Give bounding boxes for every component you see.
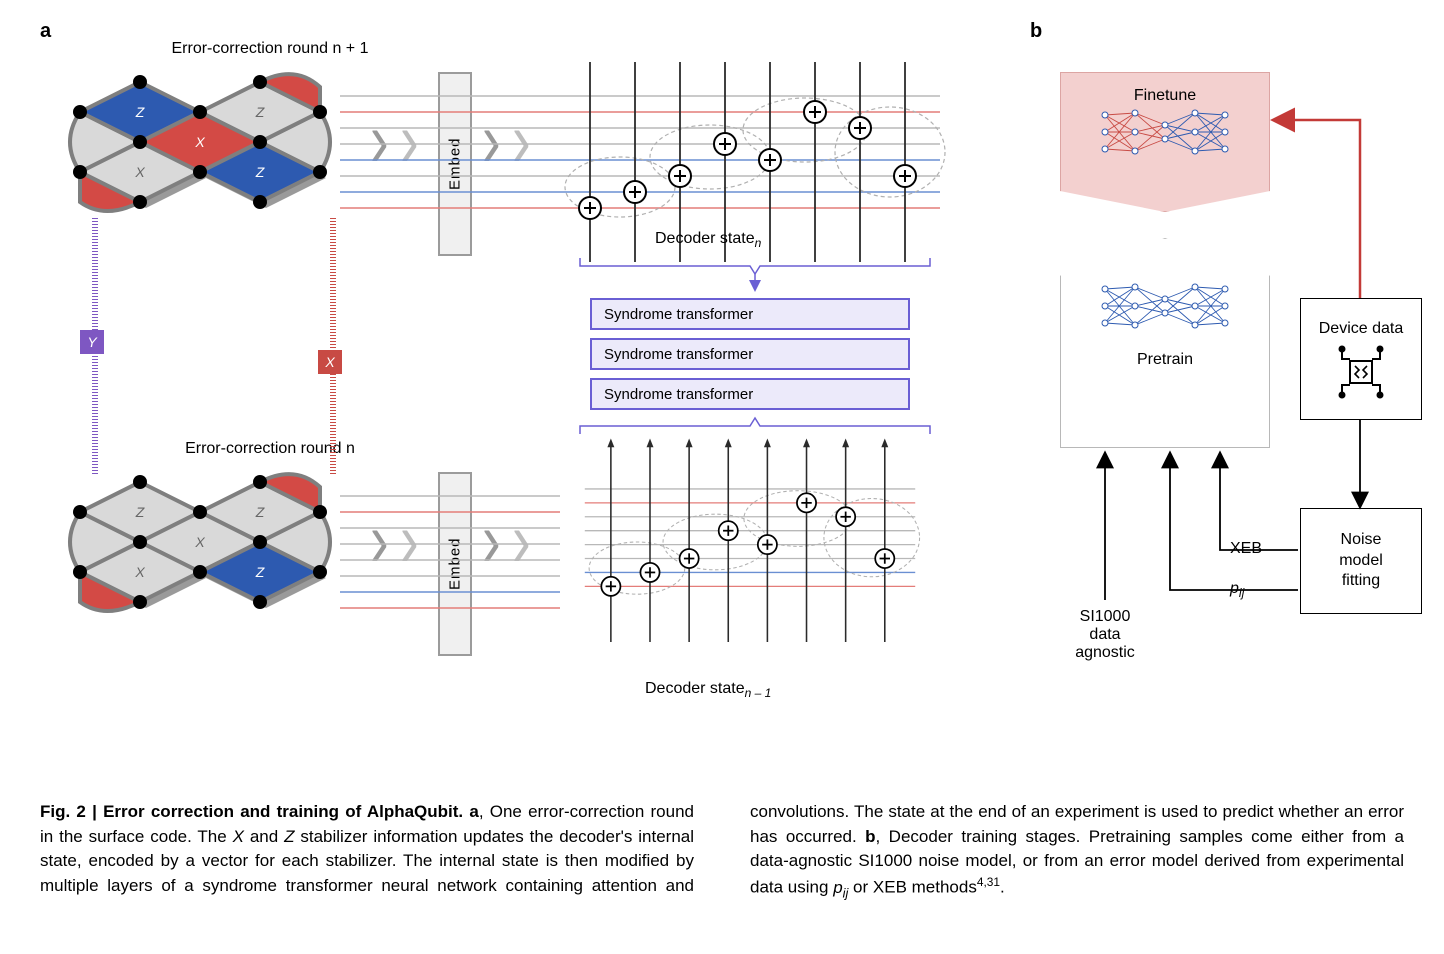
panel-label-a: a [40,20,51,43]
surface-code-upper: Z X Z X Z [70,72,350,242]
svg-text:X: X [134,164,145,180]
decoder-grid-lower [560,442,940,642]
svg-text:Z: Z [255,504,265,520]
decoder-grid-upper [560,52,940,252]
svg-text:X: X [194,134,205,150]
si1000-label: SI1000 data agnostic [1065,608,1145,662]
caption-b-label: b [865,827,875,846]
caption-refs: 4,31 [977,875,1000,889]
caption-Z: Z [284,827,294,846]
bracket-upper [580,258,930,278]
round-label-lower: Error-correction round n [120,440,420,458]
x-connector [328,218,338,476]
round-label-upper: Error-correction round n + 1 [120,40,420,58]
syndrome-transformer-2: Syndrome transformer [590,338,910,370]
decoder-state-label-lower: Decoder staten – 1 [645,680,771,700]
caption-b2: or XEB methods [848,878,977,897]
caption-and: and [244,827,284,846]
xeb-label: XEB [1230,540,1262,558]
caption-lead: Fig. 2 | Error correction and training o… [40,802,479,821]
caption-period: . [1000,878,1005,897]
panel-label-b: b [1030,20,1042,43]
caption-pij: pij [833,878,848,897]
svg-text:Z: Z [255,564,265,580]
syndrome-transformer-1: Syndrome transformer [590,298,910,330]
y-badge: Y [80,330,104,354]
lower-lines [340,478,560,628]
svg-text:X: X [194,534,205,550]
svg-text:Z: Z [255,164,265,180]
syndrome-transformer-3: Syndrome transformer [590,378,910,410]
figure-caption: Fig. 2 | Error correction and training o… [40,800,1404,902]
svg-text:Z: Z [255,104,265,120]
figure-2: a b Error-correction round n + 1 [0,0,1444,954]
x-badge: X [318,350,342,374]
bracket-lower [580,416,930,436]
surface-code-lower: Z X Z X Z [70,472,350,642]
upper-lines [340,78,560,228]
svg-text:Z: Z [135,504,145,520]
caption-X: X [233,827,244,846]
svg-text:Z: Z [135,104,145,120]
svg-text:X: X [134,564,145,580]
decoder-state-label-upper: Decoder staten [655,230,761,250]
pij-label: pij [1230,580,1244,600]
